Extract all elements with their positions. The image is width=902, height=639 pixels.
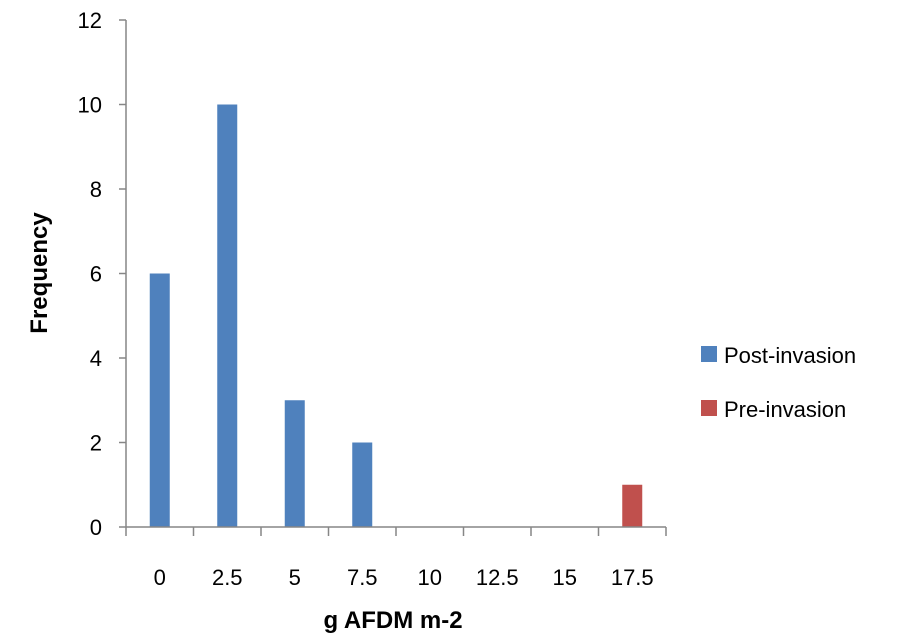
x-tick-label: 5 <box>289 565 301 590</box>
bar-pre-invasion-7 <box>622 484 643 527</box>
x-tick-label: 0 <box>154 565 166 590</box>
x-tick-label: 17.5 <box>611 565 654 590</box>
y-tick-label: 12 <box>78 8 102 33</box>
x-tick-label: 15 <box>553 565 577 590</box>
y-tick-label: 0 <box>90 515 102 540</box>
y-tick-label: 2 <box>90 431 102 456</box>
x-axis-title: g AFDM m-2 <box>323 607 462 634</box>
plot-area <box>149 104 643 527</box>
y-tick-label: 6 <box>90 262 102 287</box>
bar-post-invasion-3 <box>352 442 373 527</box>
y-axis: 0 2 4 6 8 10 12 <box>78 8 127 540</box>
x-axis: 0 2.5 5 7.5 10 12.5 15 17.5 <box>125 526 667 590</box>
legend-label-post-invasion: Post-invasion <box>724 343 856 368</box>
legend-swatch-pre-invasion <box>701 400 717 416</box>
legend-item-pre-invasion: Pre-invasion <box>701 397 846 422</box>
x-tick-label: 10 <box>418 565 442 590</box>
legend-swatch-post-invasion <box>701 346 717 362</box>
x-tick-label: 7.5 <box>347 565 378 590</box>
x-tick-label: 2.5 <box>212 565 243 590</box>
bar-post-invasion-1 <box>217 104 238 527</box>
legend-label-pre-invasion: Pre-invasion <box>724 397 846 422</box>
y-tick-label: 4 <box>90 346 102 371</box>
y-axis-title: Frequency <box>26 212 53 334</box>
legend-item-post-invasion: Post-invasion <box>701 343 856 368</box>
x-tick-label: 12.5 <box>476 565 519 590</box>
y-tick-label: 10 <box>78 93 102 118</box>
bar-post-invasion-2 <box>284 400 305 527</box>
legend: Post-invasion Pre-invasion <box>701 343 856 422</box>
bar-post-invasion-0 <box>149 273 170 527</box>
y-tick-label: 8 <box>90 177 102 202</box>
